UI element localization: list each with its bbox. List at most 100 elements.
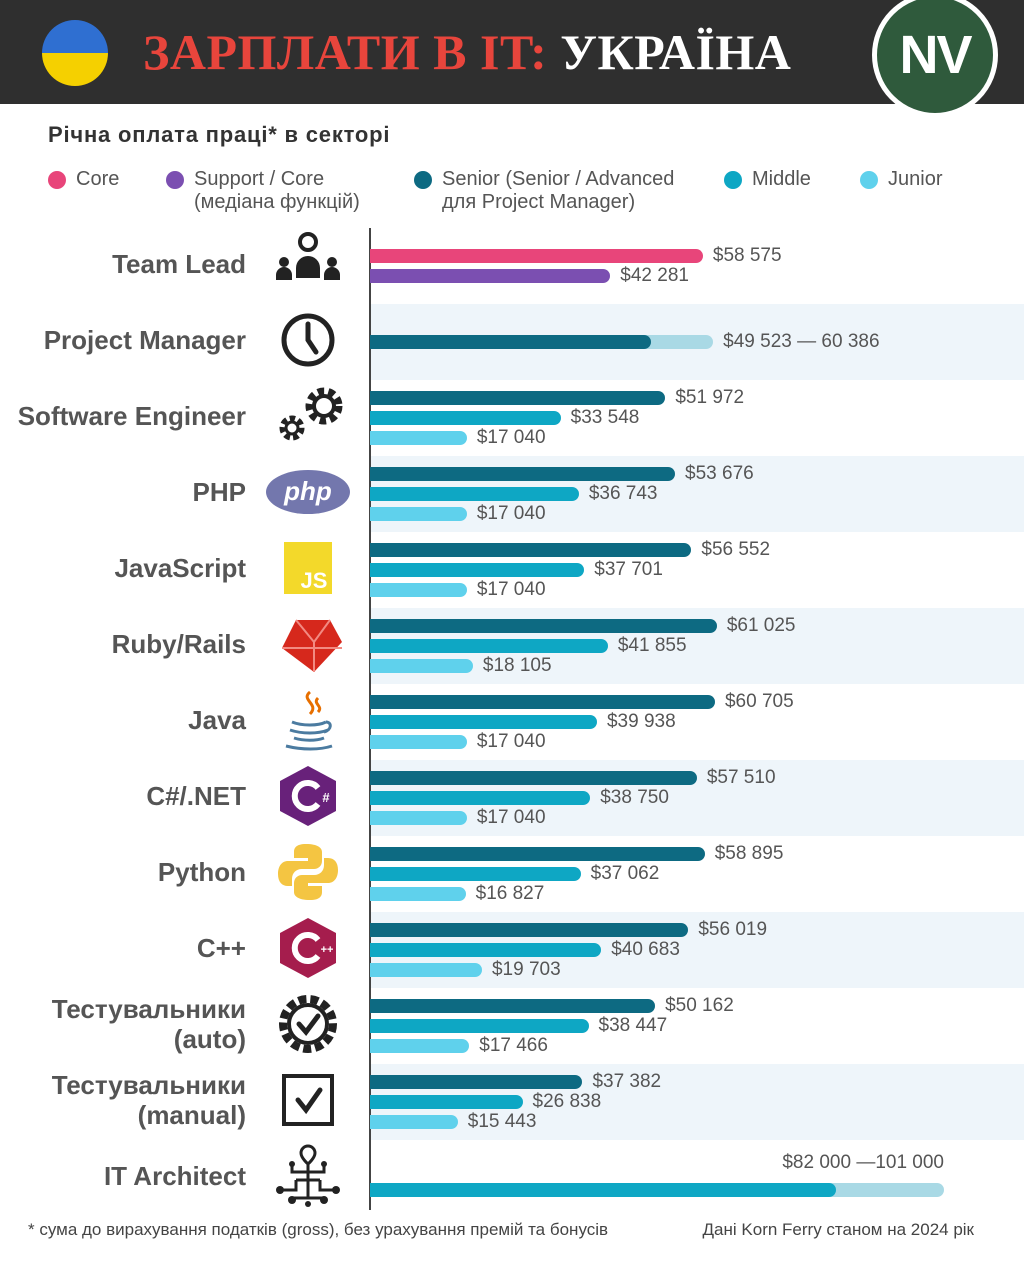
bar <box>370 1019 589 1033</box>
php-icon: php <box>266 460 350 524</box>
bar <box>370 867 581 881</box>
team-icon <box>266 232 350 296</box>
bar <box>370 791 591 805</box>
bar <box>370 943 602 957</box>
legend-label: Junior <box>888 168 943 190</box>
legend-label: Support / Core (медіана функцій) <box>194 168 360 213</box>
bar <box>370 715 597 729</box>
value-label: $82 000 —101 000 <box>782 1152 944 1173</box>
row-label: C++ <box>196 933 246 963</box>
python-icon <box>266 840 350 904</box>
javascript-icon: JS <box>266 536 350 600</box>
value-label: $57 510 <box>706 767 776 788</box>
bar <box>370 639 608 653</box>
legend-item: Junior <box>860 168 942 191</box>
svg-text:#: # <box>322 790 330 805</box>
legend-swatch <box>48 171 66 189</box>
value-label: $53 676 <box>685 463 754 484</box>
title-part-1: ЗАРПЛАТИ В IT: <box>143 24 548 80</box>
bar <box>370 1039 470 1053</box>
legend-item: Middle <box>724 168 811 191</box>
value-label: $51 972 <box>675 387 745 408</box>
value-label: $37 062 <box>590 863 660 884</box>
bar <box>370 391 666 405</box>
value-label: $26 838 <box>532 1091 602 1112</box>
value-label: $61 025 <box>726 615 796 636</box>
value-label: $38 447 <box>598 1015 668 1036</box>
bar <box>370 887 466 901</box>
legend-label: Core <box>76 168 120 190</box>
value-label: $56 019 <box>698 919 768 940</box>
header-bar: ЗАРПЛАТИ В IT: УКРАЇНА NV <box>0 0 1024 118</box>
bar <box>370 269 611 283</box>
bar <box>370 1095 523 1109</box>
chart-subtitle: Річна оплата праці* в секторі <box>48 122 391 147</box>
row-label: Тестувальники (auto) <box>51 994 246 1054</box>
clock-icon <box>266 308 350 372</box>
value-label: $38 750 <box>600 787 669 808</box>
flag-blue-stripe <box>42 20 108 53</box>
svg-text:++: ++ <box>321 944 334 956</box>
gear-check-icon <box>266 992 350 1056</box>
value-label: $49 523 — 60 386 <box>723 331 880 352</box>
bar <box>370 487 579 501</box>
network-icon <box>266 1144 350 1208</box>
value-label: $16 827 <box>475 883 545 904</box>
row-label: Тестувальники (manual) <box>51 1070 246 1130</box>
bar <box>370 335 652 349</box>
value-label: $39 938 <box>606 711 676 732</box>
value-label: $40 683 <box>611 939 680 960</box>
title-part-2: УКРАЇНА <box>560 24 792 80</box>
csharp-icon: # <box>266 764 350 828</box>
value-label: $42 281 <box>620 265 689 286</box>
legend-swatch <box>414 171 432 189</box>
value-label: $58 575 <box>712 245 782 266</box>
footnote: * сума до вирахування податків (gross), … <box>28 1220 609 1239</box>
value-label: $18 105 <box>482 655 552 676</box>
bar <box>370 1075 583 1089</box>
legend-swatch <box>724 171 742 189</box>
value-label: $37 382 <box>592 1071 662 1092</box>
bar <box>370 583 467 597</box>
legend-swatch <box>166 171 184 189</box>
value-label: $17 040 <box>476 427 546 448</box>
value-label: $36 743 <box>588 483 658 504</box>
bar <box>370 431 467 445</box>
bar <box>370 999 656 1013</box>
value-label: $56 552 <box>701 539 771 560</box>
value-label: $17 040 <box>476 731 546 752</box>
bar <box>370 695 715 709</box>
row-label: Ruby/Rails <box>111 629 246 659</box>
flag-yellow-stripe <box>42 53 108 86</box>
legend-item: Core <box>48 168 119 191</box>
svg-text:php: php <box>283 476 332 506</box>
bar <box>370 543 692 557</box>
legend-item: Support / Core (медіана функцій) <box>166 168 360 214</box>
value-label: $37 701 <box>594 559 663 580</box>
value-label: $50 162 <box>665 995 734 1016</box>
bar <box>370 619 717 633</box>
value-label: $41 855 <box>617 635 687 656</box>
bar <box>370 1115 458 1129</box>
svg-text:JS: JS <box>301 568 328 593</box>
legend-label: Middle <box>752 168 811 190</box>
row-label: IT Architect <box>103 1161 246 1191</box>
row-label: Software Engineer <box>17 401 246 431</box>
legend-swatch <box>860 171 878 189</box>
java-icon <box>266 688 350 752</box>
bar <box>370 507 467 521</box>
value-label: $17 466 <box>479 1035 548 1056</box>
nv-logo: NV <box>872 0 998 118</box>
value-label: $17 040 <box>476 807 546 828</box>
value-label: $19 703 <box>491 959 561 980</box>
page-title: ЗАРПЛАТИ В IT: УКРАЇНА <box>143 20 791 84</box>
value-label: $33 548 <box>570 407 640 428</box>
ruby-icon <box>266 612 350 676</box>
row-label: Java <box>188 705 246 735</box>
legend-item: Senior (Senior / Advanced для Project Ma… <box>414 168 674 214</box>
bar <box>370 847 705 861</box>
bar <box>370 563 585 577</box>
value-label: $60 705 <box>724 691 794 712</box>
checkbox-icon <box>266 1068 350 1132</box>
row-label: JavaScript <box>114 553 246 583</box>
